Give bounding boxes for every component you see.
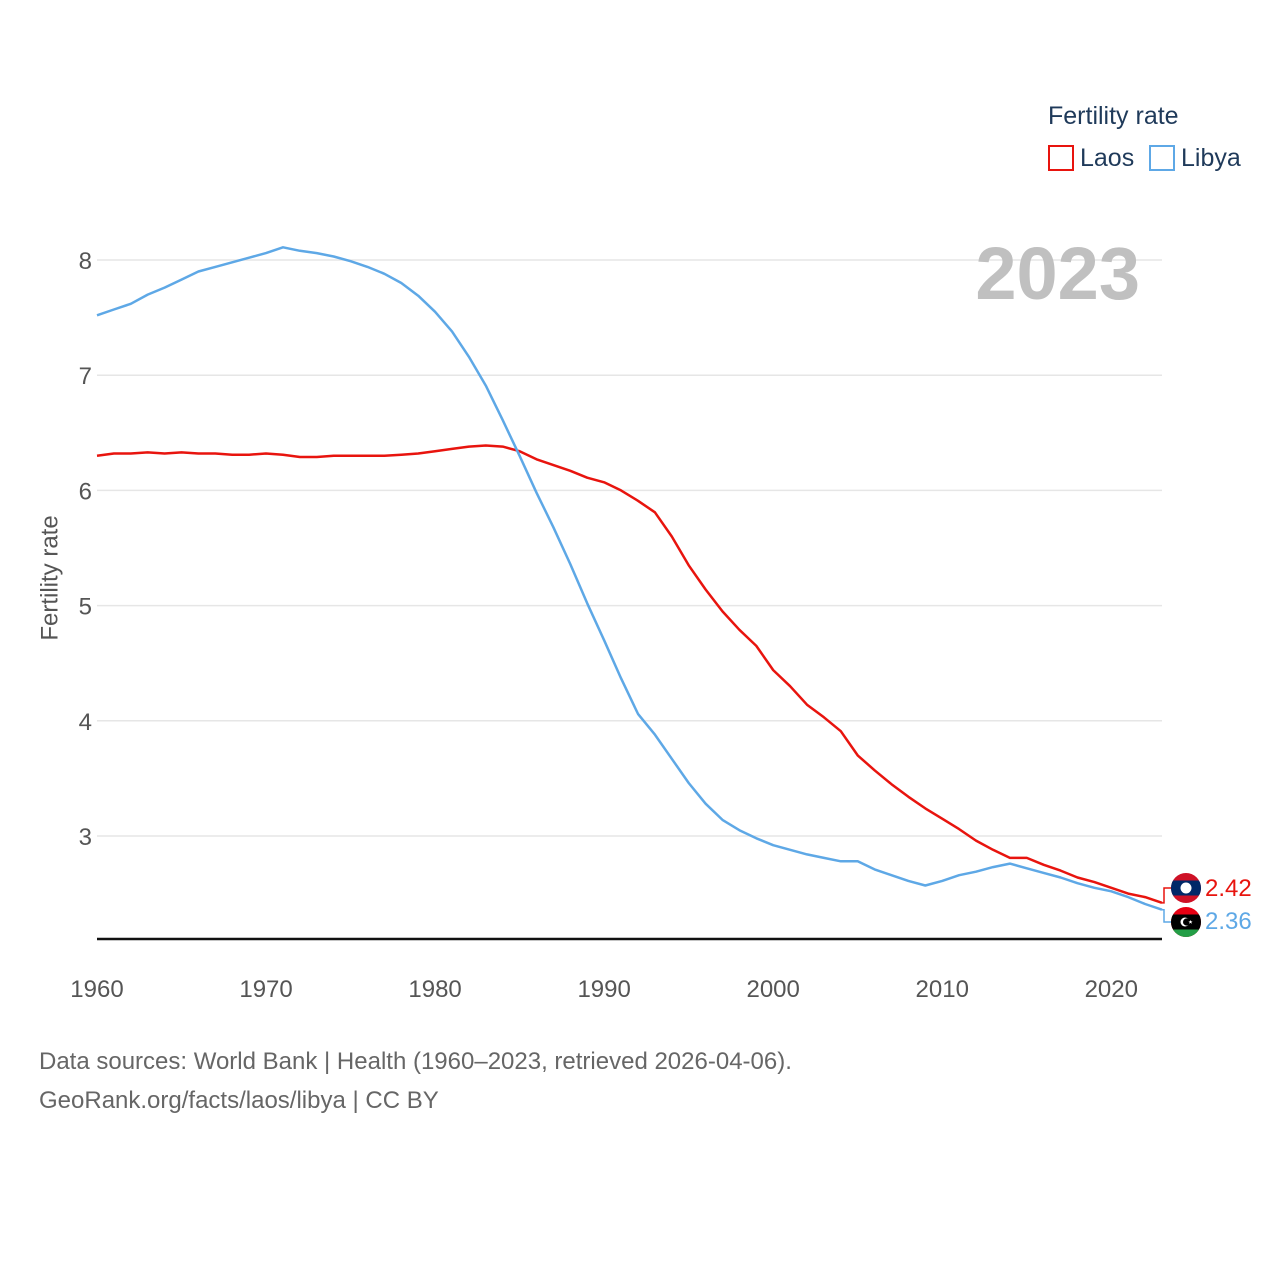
x-tick-label: 2000: [746, 976, 799, 1003]
current-year-watermark: 2023: [975, 232, 1140, 315]
libya-flag-icon: [1171, 907, 1201, 937]
source-line-2[interactable]: GeoRank.org/facts/laos/libya | CC BY: [39, 1087, 439, 1114]
x-tick-label: 2010: [916, 976, 969, 1003]
legend-title: Fertility rate: [1048, 102, 1179, 130]
legend-item-laos[interactable]: Laos: [1048, 144, 1134, 172]
y-axis-label: Fertility rate: [36, 515, 63, 640]
legend-swatch-libya: [1149, 145, 1175, 171]
y-tick-labels: 3 4 5 6 7 8: [79, 248, 92, 851]
laos-end-connector: [1162, 887, 1171, 904]
series-lines: [96, 246, 1163, 911]
y-tick-label: 4: [79, 709, 92, 736]
legend: Fertility rate Laos Libya: [1048, 102, 1241, 172]
y-tick-label: 3: [79, 824, 92, 851]
legend-swatch-laos: [1048, 145, 1074, 171]
libya-end-value: 2.36: [1205, 908, 1252, 935]
y-tick-label: 5: [79, 594, 92, 621]
x-tick-label: 1990: [577, 976, 630, 1003]
x-tick-label: 1970: [239, 976, 292, 1003]
legend-label-libya: Libya: [1181, 144, 1241, 172]
grid-lines: [97, 259, 1162, 837]
x-tick-label: 1980: [408, 976, 461, 1003]
legend-item-libya[interactable]: Libya: [1149, 144, 1241, 172]
laos-end-value: 2.42: [1205, 875, 1252, 902]
y-tick-label: 7: [79, 363, 92, 390]
series-line-libya[interactable]: [96, 246, 1163, 911]
x-tick-label: 2020: [1085, 976, 1138, 1003]
series-line-laos[interactable]: [96, 444, 1163, 904]
x-tick-labels: 1960 1970 1980 1990 2000 2010 2020: [70, 976, 1138, 1003]
x-tick-label: 1960: [70, 976, 123, 1003]
source-line-1: Data sources: World Bank | Health (1960–…: [39, 1048, 792, 1075]
laos-flag-icon: [1171, 873, 1201, 903]
legend-label-laos: Laos: [1080, 144, 1134, 172]
end-markers: 2.42 2.36: [1162, 873, 1252, 937]
y-tick-label: 6: [79, 478, 92, 505]
y-tick-label: 8: [79, 248, 92, 275]
libya-end-connector: [1162, 908, 1171, 923]
